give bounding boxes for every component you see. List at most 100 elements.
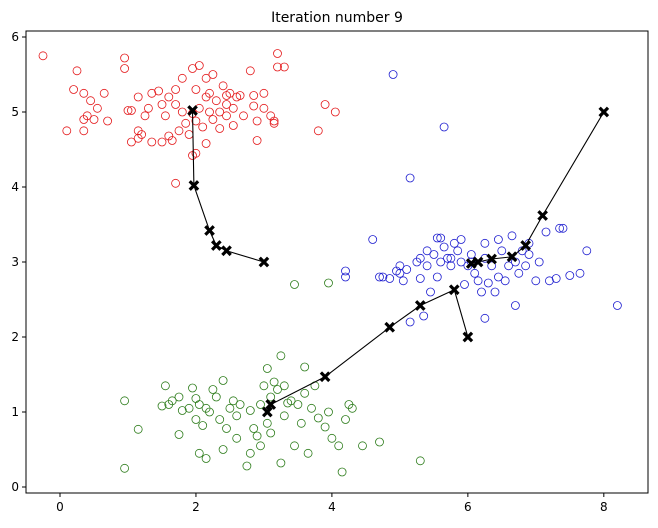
- data-point: [177, 406, 187, 415]
- data-point: [436, 257, 446, 267]
- data-point: [320, 100, 330, 109]
- data-point: [191, 116, 201, 126]
- data-point: [120, 53, 129, 63]
- data-point: [290, 441, 299, 451]
- data-point: [415, 456, 425, 466]
- data-point: [198, 122, 208, 132]
- data-point: [324, 407, 333, 417]
- data-point: [208, 115, 218, 124]
- data-point: [120, 64, 129, 73]
- data-point: [422, 261, 432, 271]
- data-point: [222, 111, 231, 121]
- data-point: [154, 86, 164, 96]
- centroid-marker: [188, 180, 200, 191]
- centroid-marker: [598, 106, 610, 118]
- data-point: [79, 88, 89, 98]
- data-point: [79, 115, 89, 124]
- data-point: [143, 103, 153, 113]
- centroid-path-2: [465, 106, 610, 269]
- data-point: [228, 103, 238, 113]
- data-point: [228, 396, 238, 406]
- data-point: [259, 88, 269, 98]
- data-point: [337, 467, 347, 477]
- data-point: [62, 126, 72, 136]
- data-point: [327, 433, 337, 443]
- data-point: [201, 73, 211, 83]
- data-point: [466, 250, 476, 259]
- data-point: [174, 430, 184, 439]
- data-point: [405, 317, 415, 327]
- x-tick-label: 6: [464, 500, 472, 514]
- data-point: [422, 246, 432, 256]
- centroid-marker: [448, 284, 460, 296]
- data-point: [157, 100, 167, 109]
- data-point: [507, 231, 517, 241]
- data-point: [453, 246, 463, 256]
- data-point: [205, 407, 214, 417]
- data-point: [211, 392, 221, 402]
- centroid-marker: [462, 331, 474, 343]
- data-point: [446, 253, 456, 263]
- data-point: [252, 116, 262, 126]
- data-point: [222, 100, 231, 109]
- data-point: [521, 261, 530, 271]
- data-point: [551, 274, 561, 283]
- centroid-marker: [204, 225, 215, 236]
- data-point: [375, 272, 384, 282]
- data-point: [157, 137, 167, 147]
- data-point: [279, 381, 289, 391]
- data-point: [120, 463, 129, 473]
- data-point: [191, 415, 201, 424]
- data-point: [171, 85, 181, 94]
- data-point: [252, 136, 262, 145]
- data-point: [249, 424, 259, 433]
- data-point: [449, 238, 459, 248]
- data-point: [38, 51, 48, 61]
- data-point: [273, 385, 282, 394]
- data-point: [398, 276, 408, 286]
- data-point: [174, 392, 184, 402]
- y-tick-label: 6: [11, 30, 19, 44]
- centroid-marker: [520, 240, 531, 251]
- data-point: [395, 261, 405, 271]
- data-point: [582, 246, 592, 256]
- data-point: [541, 227, 551, 237]
- data-point: [405, 173, 415, 183]
- data-point: [177, 73, 187, 83]
- data-point: [86, 96, 95, 106]
- data-point: [497, 246, 507, 256]
- data-point: [215, 107, 225, 117]
- data-point: [487, 261, 497, 271]
- data-point: [276, 351, 286, 361]
- data-point: [239, 111, 248, 121]
- data-point: [242, 461, 252, 471]
- data-point: [296, 418, 306, 428]
- data-point: [307, 403, 316, 413]
- y-tick-label: 5: [11, 105, 19, 119]
- data-point: [228, 121, 238, 130]
- data-point: [245, 66, 255, 76]
- data-point: [266, 111, 276, 121]
- data-point: [157, 401, 167, 411]
- data-point: [436, 233, 446, 243]
- data-point: [460, 280, 469, 289]
- data-point: [201, 139, 211, 148]
- data-point: [191, 148, 201, 158]
- data-point: [215, 124, 225, 133]
- data-point: [273, 62, 282, 72]
- data-point: [385, 274, 395, 283]
- centroid-marker: [258, 256, 270, 268]
- data-point: [133, 424, 143, 434]
- y-tick-label: 3: [11, 255, 19, 269]
- data-point: [395, 268, 405, 278]
- data-point: [429, 250, 439, 259]
- data-point: [181, 118, 191, 128]
- data-point: [269, 377, 279, 387]
- data-point: [160, 111, 170, 121]
- data-point: [290, 280, 299, 289]
- data-point: [72, 66, 82, 76]
- data-point: [279, 62, 289, 72]
- data-point: [293, 400, 303, 409]
- data-point: [232, 433, 242, 443]
